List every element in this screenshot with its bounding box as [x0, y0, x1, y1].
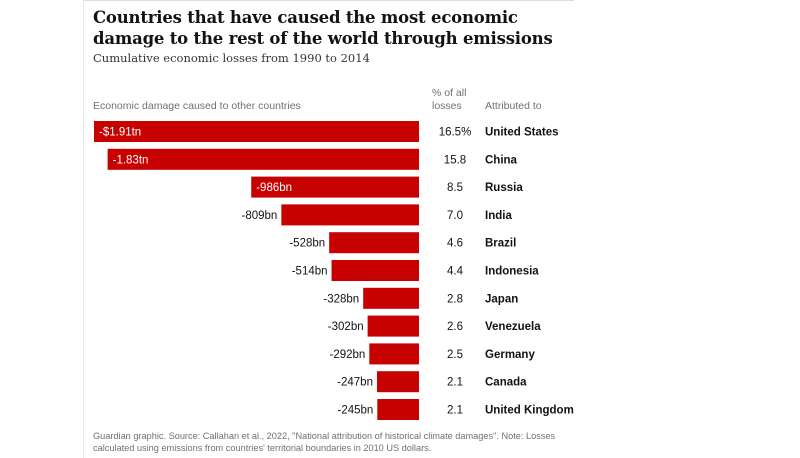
column-header-attributed: Attributed to — [485, 100, 542, 112]
country-label: Canada — [485, 377, 527, 389]
chart-subtitle: Cumulative economic losses from 1990 to … — [93, 51, 370, 65]
bar — [331, 260, 419, 281]
country-label: United States — [485, 127, 559, 139]
percent-label: 2.1 — [447, 405, 463, 417]
bar-value-label: -247bn — [337, 377, 373, 389]
bar — [377, 399, 419, 420]
column-header-percent: % of all losses — [432, 87, 467, 112]
bar — [363, 287, 419, 309]
bar — [107, 148, 420, 170]
frame-left-border — [83, 0, 84, 458]
bar-value-label: -245bn — [337, 405, 373, 417]
country-label: Germany — [485, 349, 535, 361]
column-header-damage: Economic damage caused to other countrie… — [93, 100, 301, 112]
bar-value-label: -328bn — [323, 293, 359, 305]
bar — [369, 343, 419, 365]
country-label: China — [485, 154, 518, 166]
country-label: India — [485, 210, 512, 222]
bar-value-label: -$1.91tn — [99, 127, 141, 139]
top-rule — [84, 0, 574, 1]
country-label: United Kingdom — [485, 405, 574, 417]
percent-label: 15.8 — [444, 154, 466, 166]
bar — [329, 232, 419, 254]
bar-value-label: -809bn — [242, 210, 278, 222]
percent-label: 4.4 — [447, 266, 464, 278]
percent-label: 2.1 — [447, 377, 463, 389]
percent-label: 2.6 — [447, 321, 463, 333]
country-label: Russia — [485, 182, 523, 194]
bar — [367, 315, 419, 337]
bar-value-label: -1.83tn — [113, 154, 149, 166]
percent-label: 16.5% — [439, 127, 472, 139]
bar-value-label: -302bn — [328, 321, 364, 333]
bar-value-label: -292bn — [330, 349, 366, 361]
country-label: Indonesia — [485, 266, 539, 278]
country-label: Japan — [485, 293, 518, 305]
percent-label: 7.0 — [447, 210, 463, 222]
chart-title: Countries that have caused the most econ… — [93, 8, 553, 48]
bar-value-label: -528bn — [289, 238, 325, 250]
percent-label: 4.6 — [447, 238, 463, 250]
bar — [281, 204, 419, 226]
percent-label: 8.5 — [447, 182, 463, 194]
country-label: Venezuela — [485, 321, 541, 333]
bar-value-label: -514bn — [292, 266, 328, 278]
bar — [251, 176, 419, 198]
percent-label: 2.8 — [447, 293, 463, 305]
percent-label: 2.5 — [447, 349, 463, 361]
chart-footer: Guardian graphic. Source: Callahan et al… — [93, 431, 556, 453]
country-label: Brazil — [485, 238, 516, 250]
bar — [376, 371, 419, 393]
bar-value-label: -986bn — [256, 182, 292, 194]
bar — [94, 121, 419, 142]
